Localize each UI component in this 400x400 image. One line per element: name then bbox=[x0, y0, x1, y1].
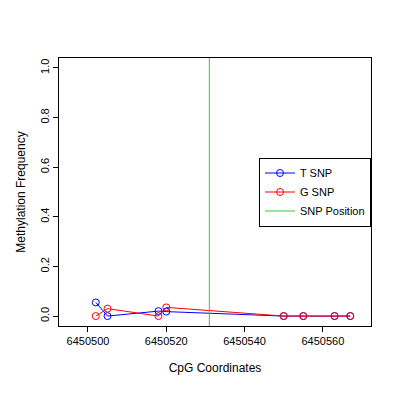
svg-text:0.0: 0.0 bbox=[39, 307, 51, 322]
svg-text:G SNP: G SNP bbox=[300, 186, 334, 198]
svg-text:6450540: 6450540 bbox=[223, 335, 266, 347]
svg-text:CpG Coordinates: CpG Coordinates bbox=[169, 361, 262, 375]
svg-text:Methylation Frequency: Methylation Frequency bbox=[14, 131, 28, 252]
svg-text:0.8: 0.8 bbox=[39, 108, 51, 123]
svg-text:T SNP: T SNP bbox=[300, 167, 332, 179]
svg-text:0.4: 0.4 bbox=[39, 208, 51, 223]
svg-text:0.2: 0.2 bbox=[39, 257, 51, 272]
svg-text:6450560: 6450560 bbox=[301, 335, 344, 347]
svg-text:SNP Position: SNP Position bbox=[300, 205, 365, 217]
svg-text:6450520: 6450520 bbox=[145, 335, 188, 347]
svg-text:0.6: 0.6 bbox=[39, 158, 51, 173]
svg-text:6450500: 6450500 bbox=[67, 335, 110, 347]
svg-text:1.0: 1.0 bbox=[39, 59, 51, 74]
